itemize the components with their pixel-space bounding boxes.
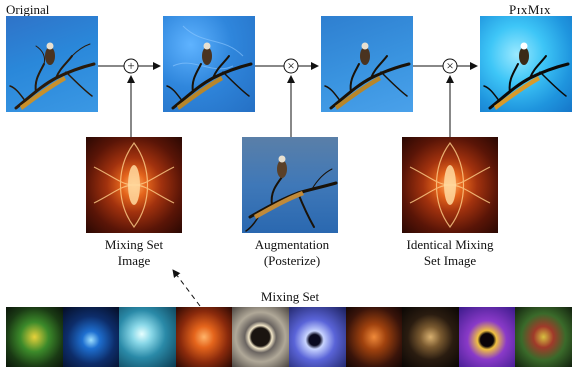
label-original: Original [6,2,50,17]
mixing-tile-green-red [515,307,572,367]
mixing-tile-teal-spiral [119,307,176,367]
mixing-set-image [86,137,182,233]
mixing-tile-purple-mandelbrot [458,307,516,367]
original-image [6,16,98,112]
label-mixing-set: Mixing Set [260,289,320,304]
add-operator: + [127,58,135,73]
mixing-tile-blue-mandelbrot [288,307,346,367]
arrow-sample-from-mixing-set [172,269,201,307]
mixed-image-2 [321,16,413,112]
label-identical-mixing-1: Identical Mixing [406,237,494,252]
mixing-tile-green-yellow [6,307,63,367]
multiply-operator-2: × [446,58,454,73]
label-augmentation-1: Augmentation [254,237,330,252]
mixing-tile-dark-gold [402,307,459,367]
identical-mixing-set-image [402,137,498,233]
label-identical-mixing-2: Set Image [423,253,477,268]
pixmix-output-image [480,16,572,112]
mixing-tile-blue-eye [62,307,120,367]
label-mixing-set-image-1: Mixing Set [104,237,164,252]
label-augmentation-2: (Posterize) [263,253,321,268]
multiply-operator-1: × [287,58,295,73]
mixing-set-strip [6,307,572,367]
label-pixmix: PɪxMɪx [508,2,551,17]
label-mixing-set-image-2: Image [117,253,151,268]
mixing-tile-grey-ring [232,307,289,367]
mixed-image-1 [163,16,255,112]
augmented-image [242,137,338,233]
mixing-tile-orange-brown [345,307,403,367]
mixing-tile-orange [175,307,233,367]
